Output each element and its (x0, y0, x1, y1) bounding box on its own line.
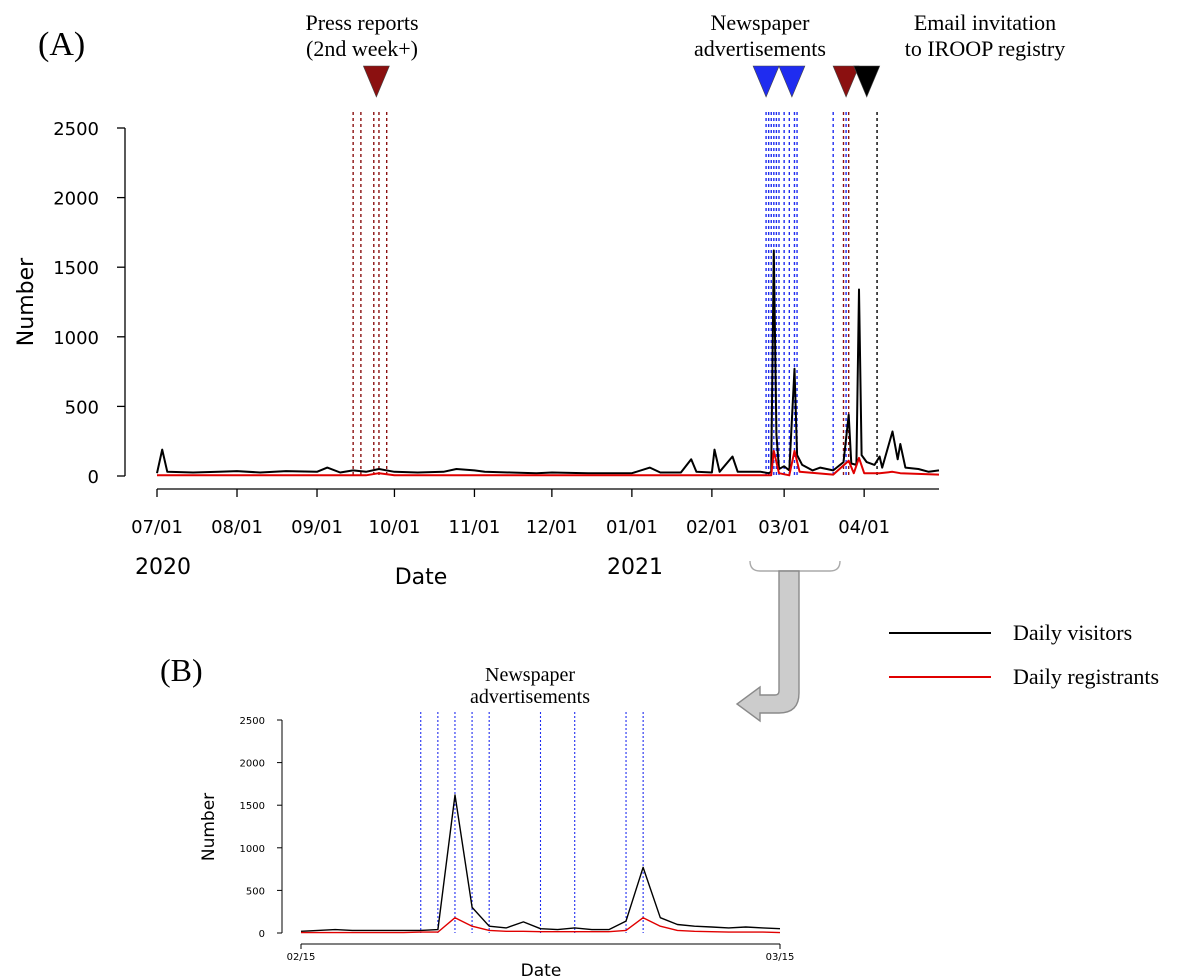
x-tick-label: 07/01 (131, 517, 183, 538)
x-tick-label: 09/01 (291, 517, 343, 538)
panel-b-x-ticks: 02/15 03/15 (287, 944, 795, 963)
zoom-bracket (749, 560, 841, 572)
x-tick-label: 03/15 (766, 952, 795, 963)
panel-a-x-axis-label: Date (395, 565, 448, 590)
y-tick-label: 1000 (53, 328, 99, 349)
y-tick-label: 2000 (240, 759, 265, 770)
y-tick-label: 0 (88, 467, 99, 488)
y-tick-label: 2500 (53, 119, 99, 140)
panel-a: (A) Press reports (2nd week+) Newspaper … (14, 10, 1065, 590)
y-tick-label: 2000 (53, 189, 99, 210)
x-tick-label: 02/15 (287, 952, 316, 963)
panel-b-y-ticks: 0 500 1000 1500 2000 2500 (240, 716, 282, 940)
newspaper-annotation-line1: Newspaper (711, 10, 811, 35)
panel-a-series (156, 249, 940, 477)
press-marker-triangle (832, 65, 860, 98)
year-label-2020: 2020 (135, 555, 191, 580)
zoom-arrow-icon (735, 570, 800, 723)
year-label-2021: 2021 (607, 555, 663, 580)
registrants-series-line (157, 449, 940, 477)
x-tick-label: 11/01 (449, 517, 501, 538)
y-tick-label: 1500 (53, 258, 99, 279)
panel-a-event-lines (352, 112, 878, 476)
x-tick-label: 12/01 (526, 517, 578, 538)
panel-b-annotation-line1: Newspaper (485, 664, 575, 686)
legend-registrants-label: Daily registrants (1013, 664, 1159, 689)
press-annotation-line1: Press reports (305, 10, 418, 35)
x-tick-label: 01/01 (606, 517, 658, 538)
x-tick-label: 08/01 (211, 517, 263, 538)
press-annotation-line2: (2nd week+) (306, 36, 418, 61)
legend-visitors-label: Daily visitors (1013, 620, 1132, 645)
panel-b-x-axis-label: Date (521, 961, 562, 980)
visitors-series-line (156, 249, 940, 475)
newspaper-annotation-line2: advertisements (694, 36, 826, 61)
email-marker-triangle (853, 65, 881, 98)
panel-a-event-markers (362, 65, 881, 98)
panel-b-y-axis-label: Number (199, 793, 219, 861)
y-tick-label: 500 (246, 886, 265, 897)
newspaper-marker-triangle (752, 65, 780, 98)
panel-a-label: (A) (38, 26, 85, 63)
panel-b-annotation-line2: advertisements (470, 686, 590, 708)
zoom-connector (735, 560, 841, 723)
x-tick-label: 04/01 (838, 517, 890, 538)
panel-a-y-ticks: 0 500 1000 1500 2000 2500 (53, 119, 125, 488)
legend: Daily visitors Daily registrants (889, 620, 1159, 689)
x-tick-label: 10/01 (369, 517, 421, 538)
panel-a-y-axis-label: Number (14, 257, 39, 346)
panel-a-axes: 0 500 1000 1500 2000 2500 07/01 08/01 09/01 10/0… (14, 119, 939, 590)
x-tick-label: 02/01 (686, 517, 738, 538)
y-tick-label: 500 (65, 397, 99, 418)
panel-a-annotations: Press reports (2nd week+) Newspaper adve… (305, 10, 1065, 61)
panel-a-x-ticks: 07/01 08/01 09/01 10/01 11/01 12/01 01/01 02/01… (131, 489, 890, 538)
panel-b-event-lines (420, 712, 644, 933)
press-marker-triangle (362, 65, 390, 98)
panel-b: (B) Newspaper advertisements 0 500 1000 150… (160, 652, 794, 980)
panel-b-series (300, 794, 781, 934)
panel-b-axes: 0 500 1000 1500 2000 2500 02/15 03/15 Number D… (199, 716, 794, 980)
visitors-series-line (300, 794, 781, 932)
x-tick-label: 03/01 (758, 517, 810, 538)
newspaper-marker-triangle (778, 65, 806, 98)
registrants-series-line (301, 917, 781, 934)
email-annotation-line1: Email invitation (914, 10, 1056, 35)
email-annotation-line2: to IROOP registry (905, 36, 1066, 61)
panel-b-label: (B) (160, 652, 203, 688)
y-tick-label: 0 (259, 929, 265, 940)
y-tick-label: 2500 (240, 716, 265, 727)
y-tick-label: 1000 (240, 844, 265, 855)
y-tick-label: 1500 (240, 801, 265, 812)
